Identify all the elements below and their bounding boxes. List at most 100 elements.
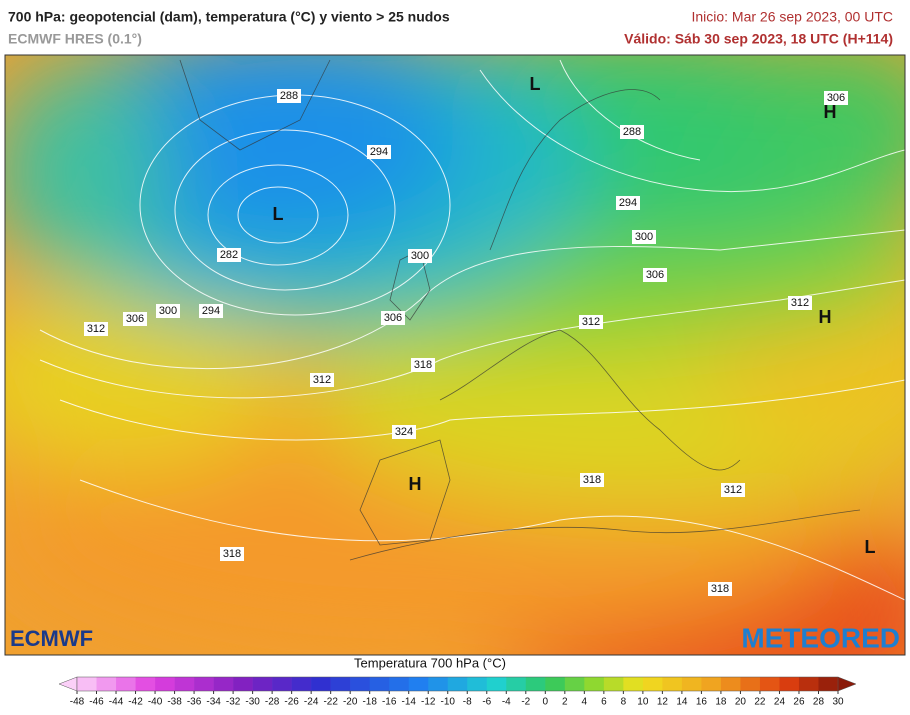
- colorbar-tick-label: 2: [562, 697, 568, 708]
- colorbar-tick-label: -20: [343, 697, 358, 708]
- init-time: Inicio: Mar 26 sep 2023, 00 UTC: [691, 9, 893, 25]
- contour-label: 306: [126, 313, 144, 325]
- colorbar-segment: [467, 677, 488, 691]
- colorbar-tick-label: 24: [774, 697, 786, 708]
- colorbar-tick-label: -18: [362, 697, 377, 708]
- colorbar-segment: [818, 677, 839, 691]
- colorbar-tick-label: 22: [754, 697, 766, 708]
- contour-label-bg: [381, 311, 405, 325]
- colorbar-tick-label: -38: [167, 697, 182, 708]
- contour-label-bg: [580, 473, 604, 487]
- colorbar-segment: [252, 677, 273, 691]
- colorbar-tick-label: -10: [441, 697, 456, 708]
- pressure-center: L: [530, 74, 541, 94]
- contour-label-bg: [721, 483, 745, 497]
- colorbar-tick-label: -6: [482, 697, 491, 708]
- colorbar-tick-label: -32: [226, 697, 241, 708]
- colorbar-segment: [623, 677, 644, 691]
- pressure-center: L: [273, 204, 284, 224]
- contour-label: 318: [711, 583, 729, 595]
- colorbar-tick-label: 28: [813, 697, 825, 708]
- contour-label: 312: [791, 297, 809, 309]
- title: 700 hPa: geopotencial (dam), temperatura…: [8, 9, 450, 25]
- colorbar-segment: [369, 677, 390, 691]
- contour-label: 324: [395, 426, 413, 438]
- colorbar-segment: [174, 677, 195, 691]
- contour-label: 312: [582, 316, 600, 328]
- colorbar-tick-label: -8: [463, 697, 472, 708]
- contour-label-bg: [156, 304, 180, 318]
- pressure-center: H: [409, 474, 422, 494]
- pressure-center: H: [824, 102, 837, 122]
- colorbar-segment: [642, 677, 663, 691]
- ecmwf-logo: ECMWF: [10, 626, 93, 651]
- contour-label-bg: [217, 248, 241, 262]
- colorbar-segment: [135, 677, 156, 691]
- contour-label: 318: [414, 359, 432, 371]
- contour-label: 300: [635, 231, 653, 243]
- colorbar-segment: [779, 677, 800, 691]
- colorbar-tick-label: 10: [637, 697, 649, 708]
- contour-label-bg: [367, 145, 391, 159]
- colorbar-segment: [720, 677, 741, 691]
- colorbar-segment: [584, 677, 605, 691]
- map-frame: [4, 54, 906, 656]
- colorbar-segment: [330, 677, 351, 691]
- contour-label-bg: [123, 312, 147, 326]
- contour-label: 288: [623, 126, 641, 138]
- contour-label-bg: [310, 373, 334, 387]
- colorbar-tick-label: 18: [715, 697, 727, 708]
- contour-label: 312: [87, 323, 105, 335]
- colorbar-segment: [291, 677, 312, 691]
- contour-label-bg: [788, 296, 812, 310]
- contour-label-bg: [84, 322, 108, 336]
- colorbar-max-arrow: [837, 676, 857, 692]
- contour-label: 312: [313, 374, 331, 386]
- colorbar-tick-label: -16: [382, 697, 397, 708]
- colorbar-tick-label: -4: [502, 697, 511, 708]
- colorbar-tick-label: -14: [401, 697, 416, 708]
- colorbar-segment: [506, 677, 527, 691]
- colorbar-segment: [233, 677, 253, 691]
- colorbar-segment: [701, 677, 722, 691]
- contour-label-bg: [708, 582, 732, 596]
- colorbar: -48 -46 -44 -42 -40 -38 -36 -34 -32 -30 -28 -26 -24-…: [58, 676, 857, 708]
- colorbar-tick-label: -46: [89, 697, 104, 708]
- colorbar-tick-label: -24: [304, 697, 319, 708]
- colorbar-segment: [662, 677, 683, 691]
- colorbar-tick-label: -28: [265, 697, 280, 708]
- meteored-logo: METEORED: [741, 622, 900, 653]
- colorbar-tick-label: 0: [543, 697, 549, 708]
- contour-label-bg: [643, 268, 667, 282]
- colorbar-tick-label: 6: [601, 697, 607, 708]
- contour-label: 294: [370, 146, 388, 158]
- pressure-center: H: [819, 307, 832, 327]
- colorbar-tick-label: -36: [187, 697, 202, 708]
- colorbar-tick-label: 8: [621, 697, 627, 708]
- contour-label-bg: [277, 89, 301, 103]
- colorbar-tick-label: -26: [284, 697, 299, 708]
- colorbar-tick-label: -48: [70, 697, 85, 708]
- model: ECMWF HRES (0.1°): [8, 31, 142, 47]
- colorbar-tick-label: 14: [676, 697, 688, 708]
- colorbar-tick-label: 4: [582, 697, 588, 708]
- colorbar-tick-label: 30: [832, 697, 844, 708]
- colorbar-segment: [272, 677, 292, 691]
- colorbar-tick-label: 26: [793, 697, 805, 708]
- contour-label-bg: [220, 547, 244, 561]
- contour-label: 282: [220, 249, 238, 261]
- contour-label: 306: [827, 92, 845, 104]
- contour-label: 300: [159, 305, 177, 317]
- colorbar-segment: [77, 677, 97, 691]
- colorbar-min-arrow: [58, 676, 78, 692]
- colorbar-tick-label: -42: [128, 697, 143, 708]
- colorbar-segment: [389, 677, 410, 691]
- colorbar-tick-label: 16: [696, 697, 708, 708]
- contour-label-bg: [620, 125, 644, 139]
- colorbar-tick-label: -34: [206, 697, 221, 708]
- colorbar-segment: [408, 677, 429, 691]
- colorbar-segment: [96, 677, 117, 691]
- contour-label: 312: [724, 484, 742, 496]
- colorbar-segment: [116, 677, 136, 691]
